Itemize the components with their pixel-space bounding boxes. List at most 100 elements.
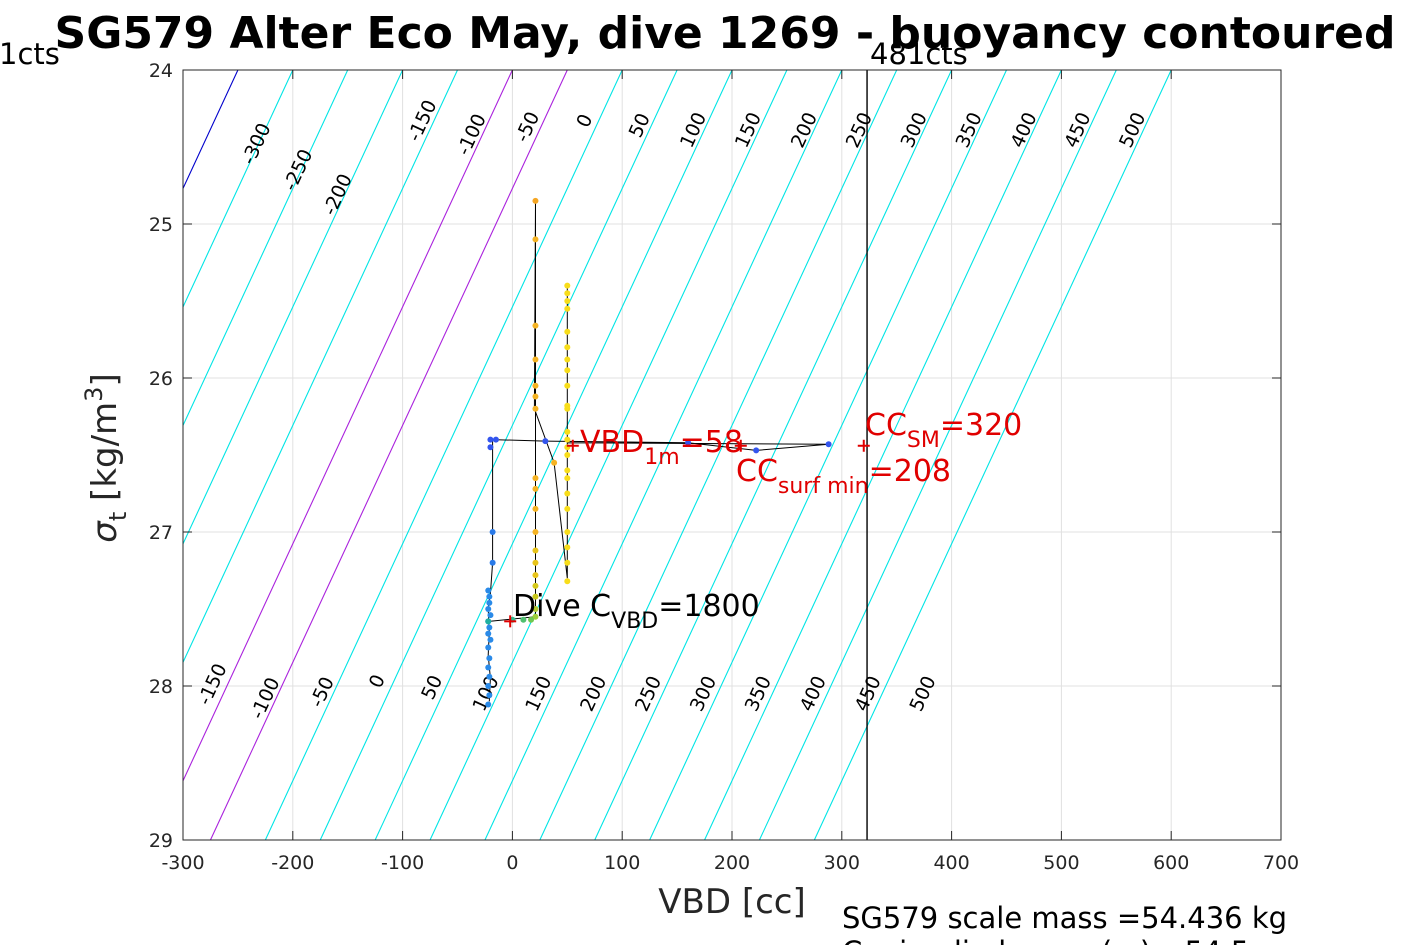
profile-point (532, 606, 539, 612)
profile-point (532, 197, 539, 204)
profile-point (564, 344, 571, 351)
buoyancy-contour-line (183, 70, 404, 546)
profile-point (532, 236, 539, 243)
profile-point (532, 572, 539, 579)
y-tick-label: 24 (149, 60, 173, 82)
profile-point (532, 382, 539, 389)
profile-point (532, 529, 539, 535)
profile-point (520, 616, 527, 623)
marker-dive-c-vbd (504, 615, 517, 628)
annotation-cc-sm-main: CC (865, 408, 907, 443)
profile-point (485, 701, 492, 708)
profile-point (485, 606, 492, 612)
buoyancy-contour-line (649, 70, 1007, 840)
marker-cc-sm (857, 439, 870, 452)
profile-point (492, 436, 499, 443)
x-tick-label: 400 (933, 852, 969, 874)
buoyancy-contour-line (209, 70, 568, 840)
profile-point (564, 475, 571, 482)
profile-point (542, 438, 549, 445)
profile-point (532, 559, 539, 566)
profile-point (532, 547, 539, 554)
profile-point (564, 490, 571, 497)
buoyancy-contour-line (704, 70, 1062, 840)
buoyancy-contour-line (484, 70, 843, 840)
profile-layer (485, 197, 832, 708)
x-tick-label: 700 (1263, 852, 1299, 874)
x-tick-label: 100 (604, 852, 640, 874)
profile-point (532, 505, 539, 512)
annotation-dive-c-vbd-sub: VBD (611, 609, 658, 634)
x-axis-label: VBD [cc] (658, 882, 806, 922)
x-tick-label: -100 (381, 852, 424, 874)
svg-text:σt [kg/m3]: σt [kg/m3] (80, 373, 132, 542)
x-tick-label: 600 (1153, 852, 1189, 874)
annotation-cc-surf-min: CCsurf min=208 (736, 454, 951, 499)
annotation-cc-sm-sub: SM (907, 428, 940, 453)
x-tick-label: -300 (161, 852, 204, 874)
profile-point (486, 655, 493, 662)
y-axis-label-subscript: t (104, 512, 132, 521)
profile-point (564, 544, 571, 551)
profile-point (685, 439, 692, 446)
profile-point (532, 356, 539, 363)
profile-point (564, 452, 571, 458)
buoyancy-contour-line (429, 70, 788, 840)
x-tick-label: 500 (1043, 852, 1079, 874)
marker-cc-surf-min (734, 439, 747, 452)
annotation-cc-surf-min-value: =208 (869, 454, 951, 489)
profile-point (485, 587, 492, 594)
chart-title: SG579 Alter Eco May, dive 1269 - buoyanc… (55, 8, 1396, 59)
profile-point (564, 356, 571, 363)
buoyancy-contour-line (539, 70, 898, 840)
y-axis-label: σt [kg/m3] (80, 373, 132, 542)
marker-layer (504, 439, 870, 628)
tick-layer: -300 -200 -100 0 100 200 300 400 500 600 700 24 25 26… (149, 60, 1299, 874)
y-axis-label-unit: [kg/m (85, 402, 125, 501)
profile-point (487, 436, 494, 443)
y-tick-label: 27 (149, 522, 173, 544)
profile-point (564, 529, 571, 535)
profile-point (486, 593, 493, 600)
profile-point (564, 428, 571, 435)
annotation-cc-surf-min-main: CC (736, 454, 778, 489)
profile-point (486, 692, 493, 699)
profile-point (564, 367, 571, 374)
profile-point (487, 636, 494, 643)
profile-point (532, 613, 539, 620)
profile-point (564, 305, 571, 312)
buoyancy-contour-line (319, 70, 678, 840)
profile-point (485, 664, 492, 671)
x-tick-label: 200 (714, 852, 750, 874)
profile-point (532, 405, 539, 412)
marker-vbd-1m (566, 439, 579, 452)
annotation-vbd-1m-main: VBD (580, 425, 644, 460)
annotation-vbd-1m: VBD1m=58 (580, 425, 743, 470)
profile-point (532, 322, 539, 329)
profile-point (532, 393, 539, 400)
annotation-vbd-1m-value: =58 (680, 425, 743, 460)
profile-point (753, 447, 760, 454)
profile-point (564, 328, 571, 335)
y-tick-label: 26 (149, 368, 173, 390)
profile-point (564, 578, 571, 585)
x-tick-label: 300 (824, 852, 860, 874)
contour-layer (183, 70, 1172, 840)
left-cts-label: 1cts (0, 37, 60, 71)
buoyancy-contour-line (183, 70, 513, 783)
y-axis-label-unit-close: ] (85, 373, 125, 386)
profile-point (487, 444, 494, 451)
profile-point (485, 683, 492, 689)
profile-point (528, 616, 535, 623)
y-tick-label: 29 (149, 830, 173, 852)
buoyancy-contour-line (594, 70, 953, 840)
buoyancy-contour-line (374, 70, 733, 840)
buoyancy-contour-line (183, 70, 294, 309)
profile-point (825, 441, 832, 448)
profile-point (564, 382, 571, 389)
footer-implied-mass: C... implied mass (...) =54.5... (842, 935, 1277, 945)
x-tick-label: -200 (271, 852, 314, 874)
profile-point (486, 673, 493, 680)
